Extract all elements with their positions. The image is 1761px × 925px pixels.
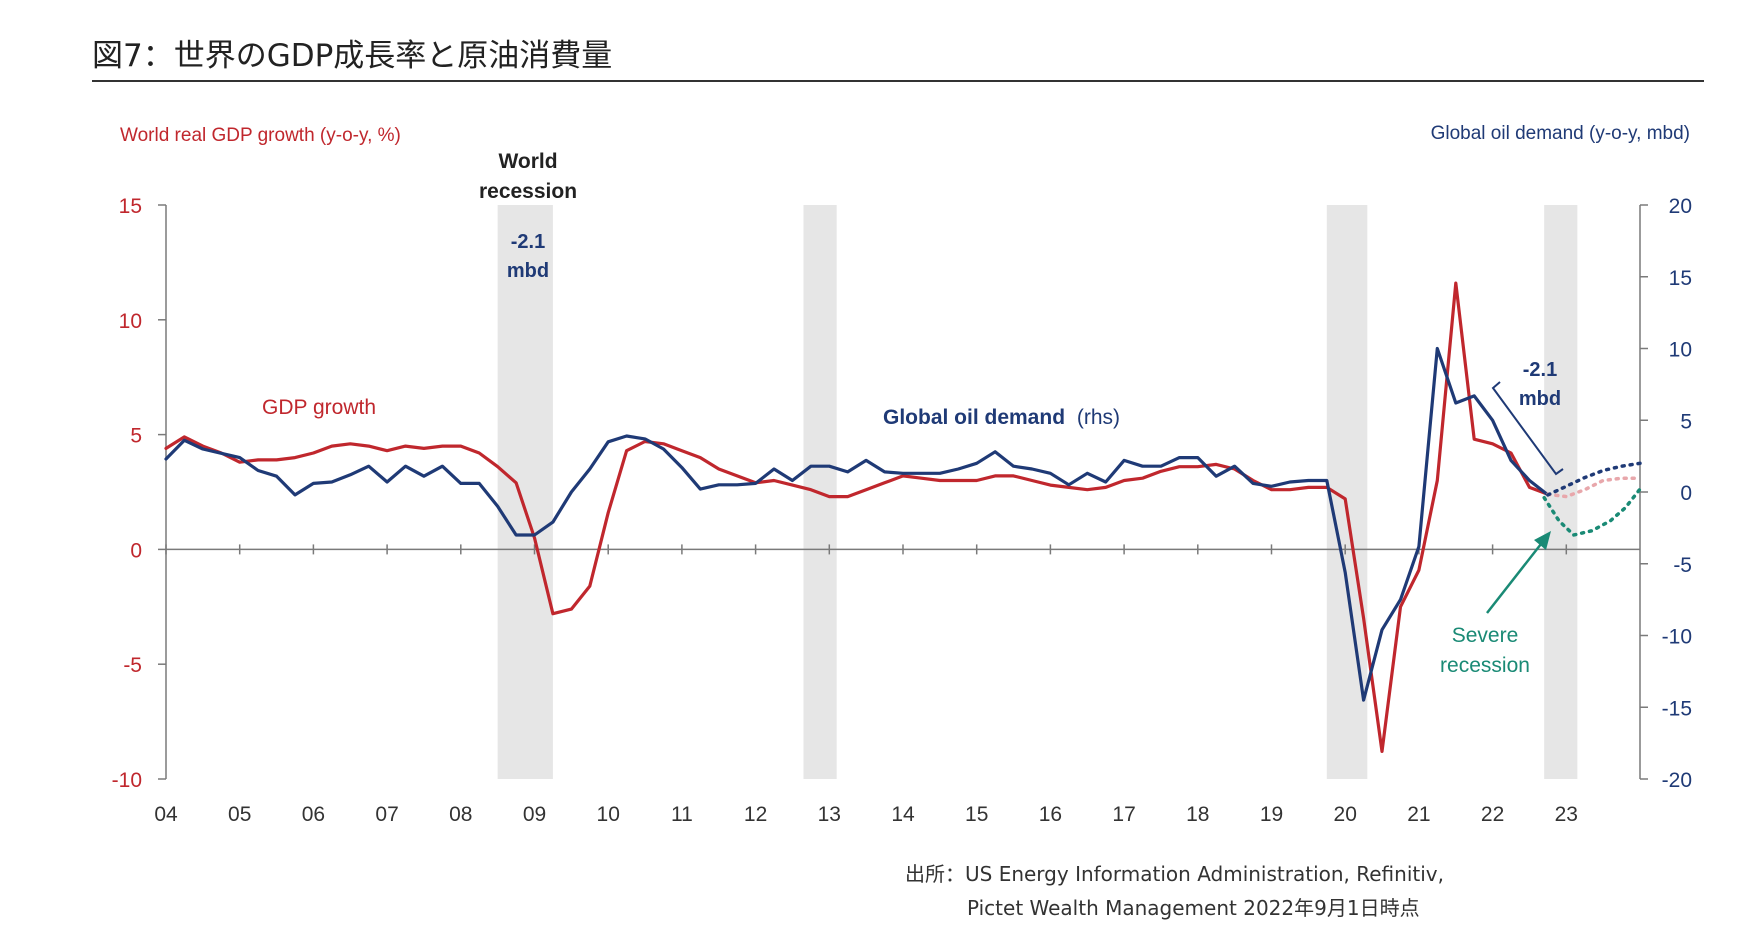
x-tick-label: 05: [228, 803, 251, 826]
x-tick-label: 22: [1481, 803, 1504, 826]
left-axis-ticks: 15 10 5 0 -5 -10: [112, 195, 166, 792]
x-tick-label: 15: [965, 803, 988, 826]
right-tick-label: -5: [1673, 554, 1692, 577]
oil-demand-line: [164, 346, 1550, 702]
recent-drop-value: -2.1: [1523, 359, 1557, 381]
x-tick-label: 19: [1260, 803, 1283, 826]
x-tick-label: 06: [302, 803, 325, 826]
x-tick-label: 18: [1186, 803, 1209, 826]
x-tick-label: 13: [818, 803, 841, 826]
series-lines: [164, 281, 1550, 753]
x-tick-label: 20: [1334, 803, 1357, 826]
x-tick-label: 04: [154, 803, 178, 826]
gdp-projection-line: [1546, 476, 1642, 499]
shaded-period: [1544, 205, 1578, 779]
severe-recession-arrowhead: [1534, 531, 1551, 550]
left-tick-label: 0: [130, 539, 142, 562]
right-axis-ticks: 20 15 10 5 0 -5 -10 -15 -20: [1640, 195, 1692, 792]
oil-demand-label-bold: Global oil demand: [883, 406, 1065, 429]
source-note: 出所：US Energy Information Administration,…: [905, 857, 1444, 925]
right-tick-label: 0: [1680, 482, 1692, 505]
x-tick-label: 21: [1407, 803, 1430, 826]
source-line-2: Pictet Wealth Management 2022年9月1日時点: [967, 896, 1420, 920]
right-tick-label: 10: [1669, 339, 1692, 362]
right-tick-label: 20: [1669, 195, 1692, 218]
x-tick-label: 07: [375, 803, 398, 826]
shaded-period: [497, 205, 553, 779]
right-tick-label: -10: [1662, 626, 1692, 649]
projection-lines: [1542, 461, 1642, 537]
x-tick-label: 14: [891, 803, 915, 826]
severe-recession-annotation: Severe recession: [1440, 531, 1551, 677]
world-recession-value: -2.1: [511, 231, 545, 253]
source-line-1: 出所：US Energy Information Administration,…: [905, 862, 1444, 886]
x-tick-label: 17: [1112, 803, 1135, 826]
left-tick-label: -10: [112, 769, 142, 792]
title-rule: [92, 80, 1704, 82]
x-axis-ticks: 04 05 06 07 08 09 10 11 12 13 14 15 16 17 18 19 20 21 22 23: [154, 544, 1578, 826]
left-tick-label: -5: [123, 654, 142, 677]
left-axis-title: World real GDP growth (y-o-y, %): [120, 125, 401, 146]
oil-demand-label-rhs: (rhs): [1077, 406, 1120, 429]
world-recession-label-line1: World: [498, 150, 557, 173]
x-tick-label: 10: [597, 803, 620, 826]
x-tick-label: 23: [1555, 803, 1578, 826]
oil-demand-projection-line: [1546, 461, 1642, 497]
gdp-growth-label: GDP growth: [262, 396, 376, 419]
shaded-periods: [497, 205, 1578, 779]
right-tick-label: 5: [1680, 410, 1692, 433]
x-tick-label: 08: [449, 803, 472, 826]
x-tick-label: 11: [671, 803, 693, 826]
world-recession-unit: mbd: [507, 260, 549, 282]
axes-frame: [165, 205, 1641, 779]
recent-drop-annotation: -2.1 mbd: [1491, 359, 1564, 476]
right-tick-label: 15: [1669, 267, 1692, 290]
severe-recession-arrow: [1486, 543, 1542, 614]
left-tick-label: 10: [119, 310, 142, 333]
left-tick-label: 5: [130, 425, 142, 448]
right-tick-label: -20: [1662, 769, 1692, 792]
figure-title: 図7：世界のGDP成長率と原油消費量: [92, 38, 613, 74]
recent-drop-unit: mbd: [1519, 388, 1561, 410]
right-tick-label: -15: [1662, 697, 1692, 720]
severe-recession-line1: Severe: [1452, 624, 1519, 647]
severe-recession-line: [1542, 487, 1642, 537]
severe-recession-line2: recession: [1440, 654, 1530, 677]
recent-drop-bracket: [1491, 381, 1564, 476]
x-tick-label: 16: [1039, 803, 1062, 826]
x-tick-label: 12: [744, 803, 767, 826]
gdp-growth-line: [164, 281, 1550, 753]
oil-demand-label: Global oil demand (rhs): [883, 406, 1120, 429]
left-tick-label: 15: [119, 195, 142, 218]
world-recession-label-line2: recession: [479, 180, 577, 203]
right-axis-title: Global oil demand (y-o-y, mbd): [1431, 123, 1690, 144]
x-tick-label: 09: [523, 803, 546, 826]
world-recession-annotation: World recession -2.1 mbd: [479, 150, 577, 282]
